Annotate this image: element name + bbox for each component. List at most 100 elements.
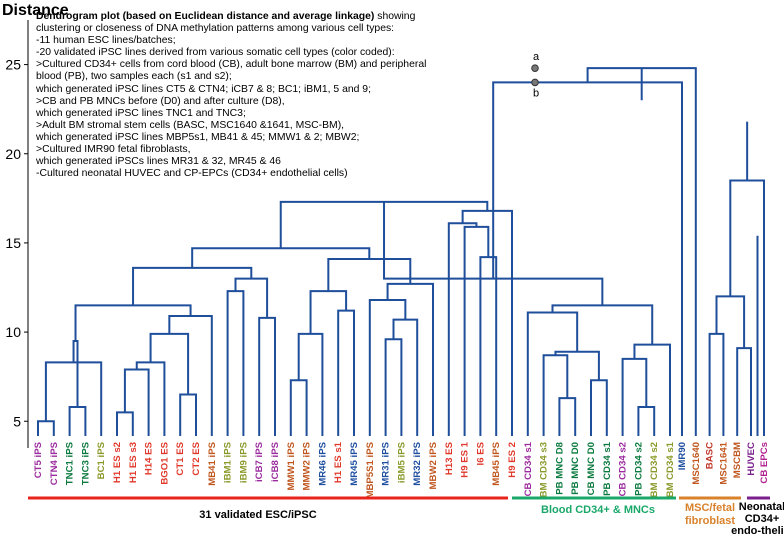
chart-title: Distance bbox=[2, 2, 69, 19]
leaf-label: BM CD34 s3 bbox=[539, 442, 550, 497]
leaf-label: iBM1 iPS bbox=[223, 441, 234, 483]
dendrogram-link bbox=[386, 282, 434, 436]
leaf-label: MR46 iPS bbox=[317, 441, 328, 485]
dendrogram-link bbox=[392, 318, 419, 436]
leaf-label: MSC1641 bbox=[718, 441, 729, 484]
leaf-label: HUVEC bbox=[746, 442, 757, 476]
dendrogram-link bbox=[234, 277, 269, 318]
dendrogram-link bbox=[132, 266, 253, 306]
group-label-endo: Neonatal bbox=[739, 501, 784, 513]
y-tick-label: 15 bbox=[5, 235, 21, 251]
leaf-label: BC1 iPS bbox=[96, 441, 107, 479]
dendrogram-link bbox=[135, 361, 166, 436]
leaf-label: MSCBM bbox=[732, 442, 743, 478]
description-text: Dendrogram plot (based on Euclidean dist… bbox=[36, 11, 466, 180]
y-axis: 5 10 15 20 25 bbox=[5, 20, 29, 448]
dendrogram-link bbox=[72, 340, 79, 407]
leaf-label: MBP5S1 iPS bbox=[365, 441, 376, 498]
leaf-label: MR31 iPS bbox=[381, 441, 392, 485]
group-label-esc-ipsc: 31 validated ESC/iPSC bbox=[199, 509, 316, 521]
group-label-endo: endo-thelial bbox=[731, 525, 784, 537]
dendrogram-link bbox=[526, 311, 579, 436]
legend-line: -11 human ESC lines/batches; bbox=[36, 35, 176, 47]
dendrogram-link bbox=[479, 256, 498, 436]
dendrogram-link bbox=[715, 295, 746, 349]
legend-line: -Cultured neonatal HUVEC and CP-EPCs (CD… bbox=[36, 168, 348, 180]
leaf-label: CB EPCs bbox=[759, 442, 770, 484]
dendrogram-tree bbox=[37, 67, 765, 436]
y-tick-label: 5 bbox=[13, 413, 21, 429]
leaf-label: PB MNC D0 bbox=[570, 442, 581, 495]
dendrogram-link bbox=[149, 332, 190, 395]
dendrogram-link bbox=[327, 257, 412, 292]
legend-line: >Cultured IMR90 fetal fibroblasts, bbox=[36, 144, 191, 156]
leaf-label: MBW2 iPS bbox=[428, 441, 439, 489]
leaf-label: H1 ES s3 bbox=[128, 442, 139, 483]
legend-line: which generated iPSC lines MBP5s1, MB41 … bbox=[36, 131, 360, 143]
dendrogram-link bbox=[337, 309, 355, 436]
legend-line: blood (PB), two samples each (s1 and s2)… bbox=[36, 71, 232, 83]
node-annotation: b bbox=[533, 87, 539, 99]
group-label-endo: CD34+ bbox=[745, 513, 780, 525]
node-marker bbox=[531, 78, 539, 87]
leaf-label: CB MNC D0 bbox=[586, 442, 597, 495]
leaf-label: MB45 iPS bbox=[491, 441, 502, 485]
leaf-label: CT2 ES bbox=[191, 441, 202, 475]
leaf-label: H14 ES bbox=[144, 441, 155, 475]
leaf-label: PB MNC D8 bbox=[554, 441, 565, 494]
legend-line: -20 validated iPSC lines derived from va… bbox=[36, 47, 395, 59]
leaf-label: BGO1 ES bbox=[159, 441, 170, 484]
leaf-label: H9 ES 2 bbox=[507, 442, 518, 478]
node-annotation: a bbox=[533, 51, 540, 63]
leaf-label: H1 ES s2 bbox=[112, 442, 123, 483]
leaf-label: H13 ES bbox=[444, 441, 455, 475]
group-label-msc: MSC/fetal bbox=[685, 502, 735, 514]
legend-line: which generated iPSC lines CT5 & CTN4; i… bbox=[36, 83, 371, 95]
dendrogram-link bbox=[461, 209, 513, 436]
legend-title: Dendrogram plot (based on Euclidean dist… bbox=[36, 11, 375, 22]
leaf-label: I6 ES bbox=[475, 441, 486, 465]
leaf-label: CB CD34 s2 bbox=[618, 442, 629, 496]
dendrogram-link bbox=[590, 379, 608, 436]
legend-title-rest: showing bbox=[374, 11, 416, 22]
dendrogram-link bbox=[289, 379, 308, 436]
leaf-label: H9 ES 1 bbox=[460, 441, 471, 477]
legend-line: >CB and PB MNCs before (D0) and after cu… bbox=[36, 95, 285, 107]
dendrogram-link bbox=[297, 332, 324, 436]
leaf-label: MB41 iPS bbox=[207, 441, 218, 485]
dendrogram-link bbox=[116, 411, 134, 436]
dendrogram-link bbox=[637, 405, 656, 436]
dendrogram-link bbox=[74, 304, 192, 341]
dendrogram-link bbox=[384, 338, 403, 436]
y-tick-label: 20 bbox=[5, 146, 21, 162]
leaf-label: MR45 iPS bbox=[349, 441, 360, 485]
dendrogram-link bbox=[258, 316, 276, 436]
dendrogram-link bbox=[621, 357, 648, 436]
dendrogram-link bbox=[736, 347, 752, 436]
dendrogram-link bbox=[551, 304, 654, 345]
leaf-label: H1 ES s1 bbox=[333, 441, 344, 483]
dendrogram-link bbox=[633, 343, 671, 436]
leaf-label: BASC bbox=[705, 442, 716, 469]
leaf-label: MSC1640 bbox=[691, 442, 702, 485]
leaf-labels: CT5 iPS CTN4 iPS TNC1 iPS TNC3 iPS BC1 iPS H1… bbox=[33, 441, 770, 498]
legend-line: >Cultured CD34+ cells from cord blood (C… bbox=[36, 59, 427, 71]
leaf-label: CTN4 iPS bbox=[49, 441, 60, 485]
group-labels: 31 validated ESC/iPSC Blood CD34+ & MNCs M… bbox=[28, 496, 784, 537]
leaf-label: MR32 iPS bbox=[412, 441, 423, 485]
leaf-label: TNC1 iPS bbox=[65, 441, 76, 485]
leaf-label: BM CD34 s1 bbox=[665, 441, 676, 497]
dendrogram-link bbox=[447, 222, 478, 436]
dendrogram-link bbox=[729, 179, 765, 436]
y-tick-label: 10 bbox=[5, 324, 21, 340]
node-marker bbox=[531, 64, 539, 72]
leaf-label: iCB7 iPS bbox=[254, 441, 265, 482]
legend-line: >Adult BM stromal stem cells (BASC, MSC1… bbox=[36, 119, 345, 131]
leaf-label: MMW1 iPS bbox=[286, 441, 297, 490]
dendrogram-link bbox=[463, 225, 490, 436]
leaf-label: MMW2 iPS bbox=[302, 441, 313, 490]
legend-line: clustering or closeness of DNA methylati… bbox=[36, 23, 395, 35]
dendrogram-link bbox=[37, 420, 55, 436]
leaf-label: PB CD34 s2 bbox=[633, 442, 644, 496]
